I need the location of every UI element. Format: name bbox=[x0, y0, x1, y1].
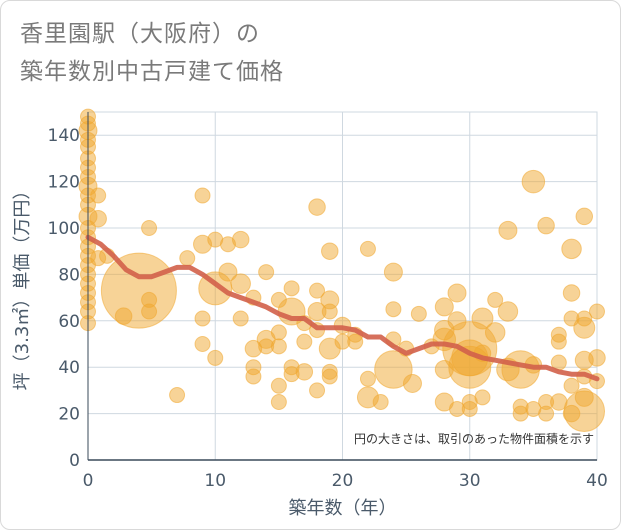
data-bubble bbox=[474, 389, 491, 406]
y-tick-label: 0 bbox=[69, 451, 80, 471]
data-bubble bbox=[283, 280, 300, 297]
data-bubble bbox=[434, 297, 454, 317]
data-bubble bbox=[374, 350, 413, 389]
data-bubble bbox=[309, 382, 326, 399]
x-tick-label: 40 bbox=[586, 471, 608, 491]
y-tick-label: 140 bbox=[48, 126, 80, 146]
y-tick-label: 40 bbox=[58, 358, 80, 378]
data-bubble bbox=[141, 303, 158, 320]
data-bubble bbox=[550, 333, 567, 350]
data-bubble bbox=[90, 187, 107, 204]
data-bubble bbox=[141, 220, 158, 236]
x-axis-label: 築年数（年） bbox=[289, 498, 397, 519]
x-tick-label: 0 bbox=[83, 471, 94, 491]
x-tick-label: 30 bbox=[459, 471, 481, 491]
data-bubble bbox=[588, 349, 606, 367]
data-bubble bbox=[321, 242, 339, 260]
data-bubble bbox=[447, 283, 467, 303]
data-bubble bbox=[270, 324, 287, 341]
data-bubble bbox=[308, 198, 326, 216]
data-bubble bbox=[100, 252, 177, 329]
x-tick-label: 10 bbox=[204, 471, 226, 491]
data-bubble bbox=[359, 370, 376, 387]
data-bubble bbox=[498, 220, 518, 240]
data-bubble bbox=[385, 301, 402, 318]
data-bubble bbox=[207, 349, 224, 366]
data-bubble bbox=[589, 303, 605, 320]
data-bubble bbox=[283, 366, 300, 383]
data-bubble bbox=[321, 303, 338, 320]
trend-layer bbox=[85, 234, 600, 382]
data-bubble bbox=[169, 387, 186, 404]
data-bubble bbox=[347, 333, 364, 350]
data-bubble bbox=[410, 305, 427, 322]
data-bubble bbox=[194, 310, 211, 327]
data-bubble bbox=[538, 405, 555, 422]
data-bubble bbox=[194, 187, 211, 204]
data-bubble bbox=[562, 284, 581, 302]
data-bubble bbox=[179, 250, 196, 267]
data-bubble bbox=[484, 322, 506, 343]
data-bubble bbox=[258, 264, 275, 281]
chart-title-line1: 香里園駅（大阪府）の bbox=[20, 21, 260, 47]
data-bubble bbox=[270, 291, 287, 308]
x-tick-label: 20 bbox=[332, 471, 354, 491]
data-bubble bbox=[359, 240, 376, 257]
data-bubble bbox=[194, 336, 211, 352]
data-bubble bbox=[232, 310, 249, 327]
data-bubble bbox=[471, 307, 494, 330]
data-bubble bbox=[434, 360, 454, 380]
data-bubble bbox=[561, 238, 582, 260]
data-bubble bbox=[218, 262, 238, 282]
data-bubble bbox=[537, 216, 555, 235]
data-bubble bbox=[461, 400, 478, 417]
trend-line bbox=[85, 234, 600, 382]
data-bubble bbox=[402, 373, 422, 393]
y-tick-label: 100 bbox=[48, 219, 80, 239]
data-bubble bbox=[574, 387, 594, 407]
y-tick-label: 80 bbox=[58, 265, 80, 285]
y-tick-label: 20 bbox=[58, 405, 80, 425]
data-bubble bbox=[270, 338, 287, 355]
data-bubble bbox=[576, 310, 593, 327]
data-bubble bbox=[296, 333, 313, 350]
data-bubble bbox=[447, 311, 467, 331]
data-bubble bbox=[230, 273, 251, 294]
y-tick-label: 60 bbox=[58, 312, 80, 332]
data-bubble bbox=[309, 282, 326, 299]
chart-title-line2: 築年数別中古戸建て価格 bbox=[20, 59, 284, 85]
data-bubble bbox=[114, 307, 133, 325]
y-tick-label: 120 bbox=[48, 173, 80, 193]
data-bubble bbox=[321, 368, 338, 385]
data-bubble bbox=[270, 377, 287, 394]
data-bubble bbox=[487, 291, 504, 308]
data-bubble bbox=[575, 207, 594, 226]
data-bubble bbox=[383, 262, 403, 282]
data-bubble bbox=[497, 301, 519, 322]
bubble-layer bbox=[78, 108, 606, 433]
bubble-size-note: 円の大きさは、取引のあった物件面積を示す bbox=[354, 431, 594, 446]
data-bubble bbox=[372, 394, 389, 410]
data-bubble bbox=[521, 169, 546, 194]
data-bubble bbox=[562, 404, 581, 423]
data-bubble bbox=[219, 236, 236, 253]
y-axis-label: 坪（3.3㎡）単価（万円） bbox=[11, 182, 33, 391]
data-bubble bbox=[563, 377, 580, 394]
axes: 0 20 40 60 80 100 120 140 0 10 20 30 40 bbox=[48, 112, 608, 491]
data-bubble bbox=[245, 368, 262, 385]
data-bubble bbox=[270, 394, 287, 410]
